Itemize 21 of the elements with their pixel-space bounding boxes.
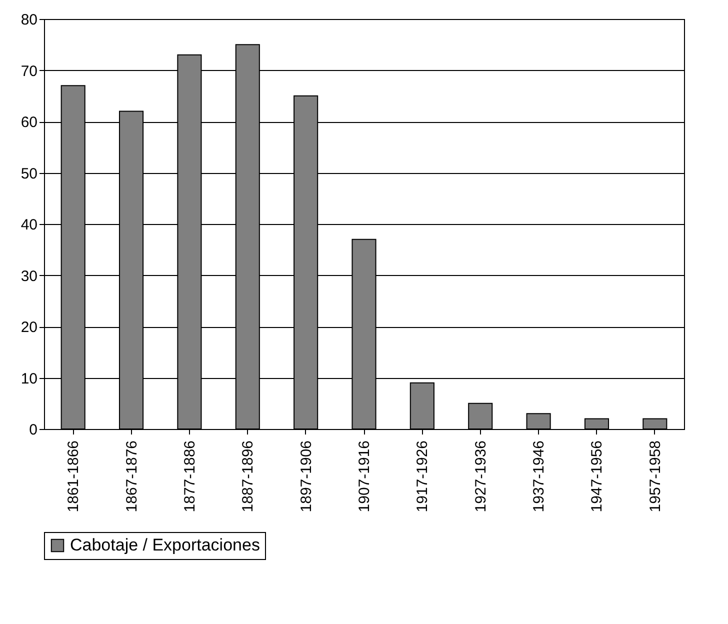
x-tick-label: 1907-1916 (356, 440, 373, 512)
y-tick-label: 0 (29, 422, 38, 438)
legend-label: Cabotaje / Exportaciones (70, 536, 260, 554)
y-tick-label: 70 (20, 62, 38, 80)
x-tick-label: 1887-1896 (240, 440, 257, 512)
y-tick-label: 40 (20, 216, 38, 234)
x-tick-label: 1937-1946 (530, 440, 548, 512)
y-tick-label: 60 (20, 114, 38, 131)
y-tick-label: 10 (20, 370, 38, 388)
y-tick-label: 20 (20, 319, 38, 336)
y-tick-label: 80 (20, 12, 38, 28)
x-tick-label: 1897-1906 (298, 440, 315, 512)
x-tick-label: 1867-1876 (123, 440, 140, 512)
x-tick-label: 1927-1936 (472, 440, 490, 512)
x-tick-label: 1957-1958 (646, 440, 664, 512)
y-tick-label: 50 (20, 165, 38, 182)
x-tick-label: 1947-1956 (588, 440, 606, 512)
y-tick-label: 30 (20, 268, 38, 285)
x-tick-label: 1917-1926 (414, 440, 432, 512)
x-tick-label: 1861-1866 (65, 440, 82, 512)
x-tick-label: 1877-1886 (181, 440, 198, 512)
